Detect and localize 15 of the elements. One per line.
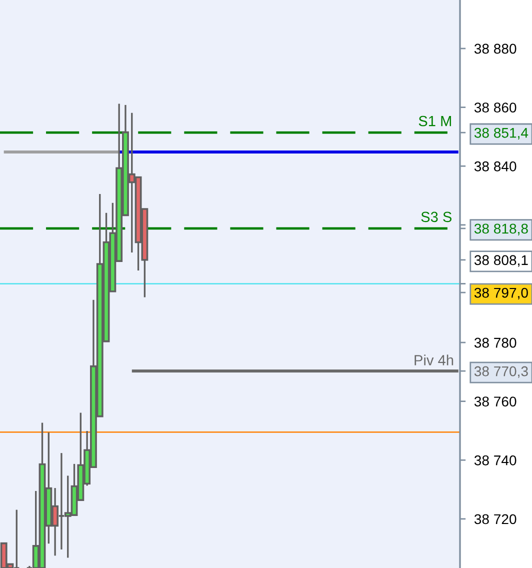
ref-line-label: S1 M xyxy=(418,116,451,126)
series-label: Piv 4h xyxy=(414,354,454,366)
y-tick-label: 38 808,1 xyxy=(474,255,528,267)
y-tick-label: 38 720 xyxy=(474,514,516,524)
y-tick-label: 38 760 xyxy=(474,396,516,407)
y-tick-label: 38 780 xyxy=(474,338,516,348)
y-tick-label: 38 860 xyxy=(474,102,516,113)
y-tick-label: 38 797,0 xyxy=(474,288,528,300)
ref-line-label: S3 S xyxy=(421,212,452,222)
y-tick-label: 38 770,3 xyxy=(474,366,528,378)
y-tick-label: 38 880 xyxy=(474,44,516,54)
y-tick-label: 38 851,4 xyxy=(474,128,528,140)
y-tick-label: 38 840 xyxy=(474,161,516,172)
y-tick-label: 38 818,8 xyxy=(474,224,528,236)
y-tick-label: 38 740 xyxy=(474,455,516,466)
